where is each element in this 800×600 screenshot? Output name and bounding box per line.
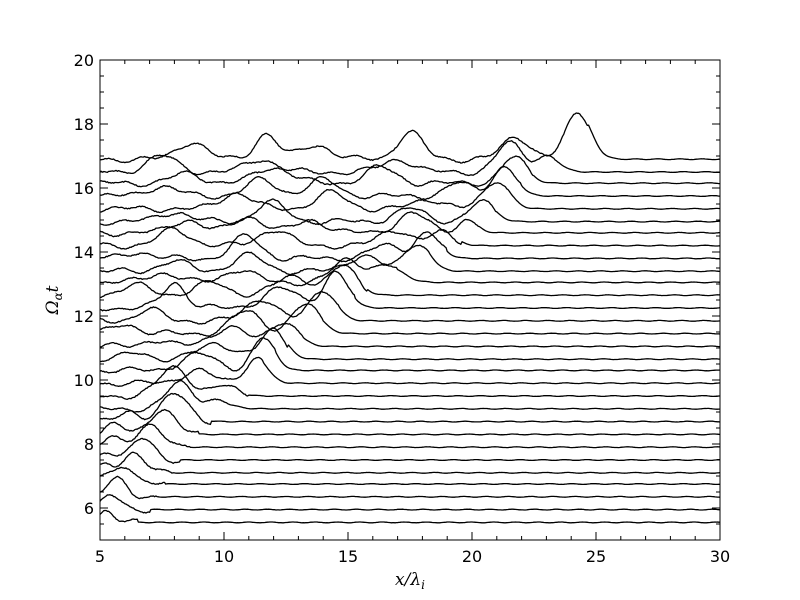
x-tick-label: 15 (338, 547, 358, 566)
series-line (99, 494, 721, 514)
waterfall-traces (99, 112, 721, 524)
y-tick-label: 8 (84, 435, 94, 454)
x-tick-label: 25 (586, 547, 606, 566)
x-tick-labels: 5 10 15 20 25 30 (95, 547, 730, 566)
series-line (99, 231, 721, 263)
y-tick-labels: 6 8 10 12 14 16 18 20 (74, 51, 94, 518)
series-line (99, 211, 721, 238)
series-line (99, 408, 721, 436)
series-line (99, 379, 720, 413)
series-line (99, 437, 720, 465)
series-line (100, 451, 721, 474)
x-tick-label: 10 (214, 547, 234, 566)
series-line (99, 155, 720, 188)
y-axis-label: Ωαt (43, 285, 65, 315)
series-line (99, 226, 721, 250)
y-tick-label: 18 (74, 115, 94, 134)
series-line (99, 423, 720, 449)
series-line (99, 475, 721, 500)
series-line (99, 356, 721, 388)
series-line (99, 337, 720, 374)
series-line (99, 165, 720, 201)
y-tick-label: 14 (74, 243, 94, 262)
series-line (100, 140, 720, 177)
y-tick-label: 20 (74, 51, 94, 70)
series-line (99, 322, 721, 349)
x-tick-label: 20 (462, 547, 482, 566)
series-line (99, 392, 721, 426)
x-tick-label: 5 (95, 547, 105, 566)
series-line (99, 364, 720, 400)
y-tick-label: 6 (84, 499, 94, 518)
series-line (99, 466, 720, 486)
x-axis-label: x/λi (395, 570, 425, 592)
series-line (100, 270, 721, 312)
y-tick-label: 12 (74, 307, 94, 326)
y-tick-label: 16 (74, 179, 94, 198)
series-line (99, 290, 721, 325)
series-line (99, 257, 720, 287)
series-line (99, 327, 720, 363)
axis-ticks (99, 59, 721, 541)
y-tick-label: 10 (74, 371, 94, 390)
series-line (100, 303, 721, 337)
series-line (99, 112, 721, 164)
series-line (99, 198, 720, 226)
x-tick-label: 30 (710, 547, 730, 566)
series-line (100, 182, 721, 214)
series-line (99, 509, 720, 524)
